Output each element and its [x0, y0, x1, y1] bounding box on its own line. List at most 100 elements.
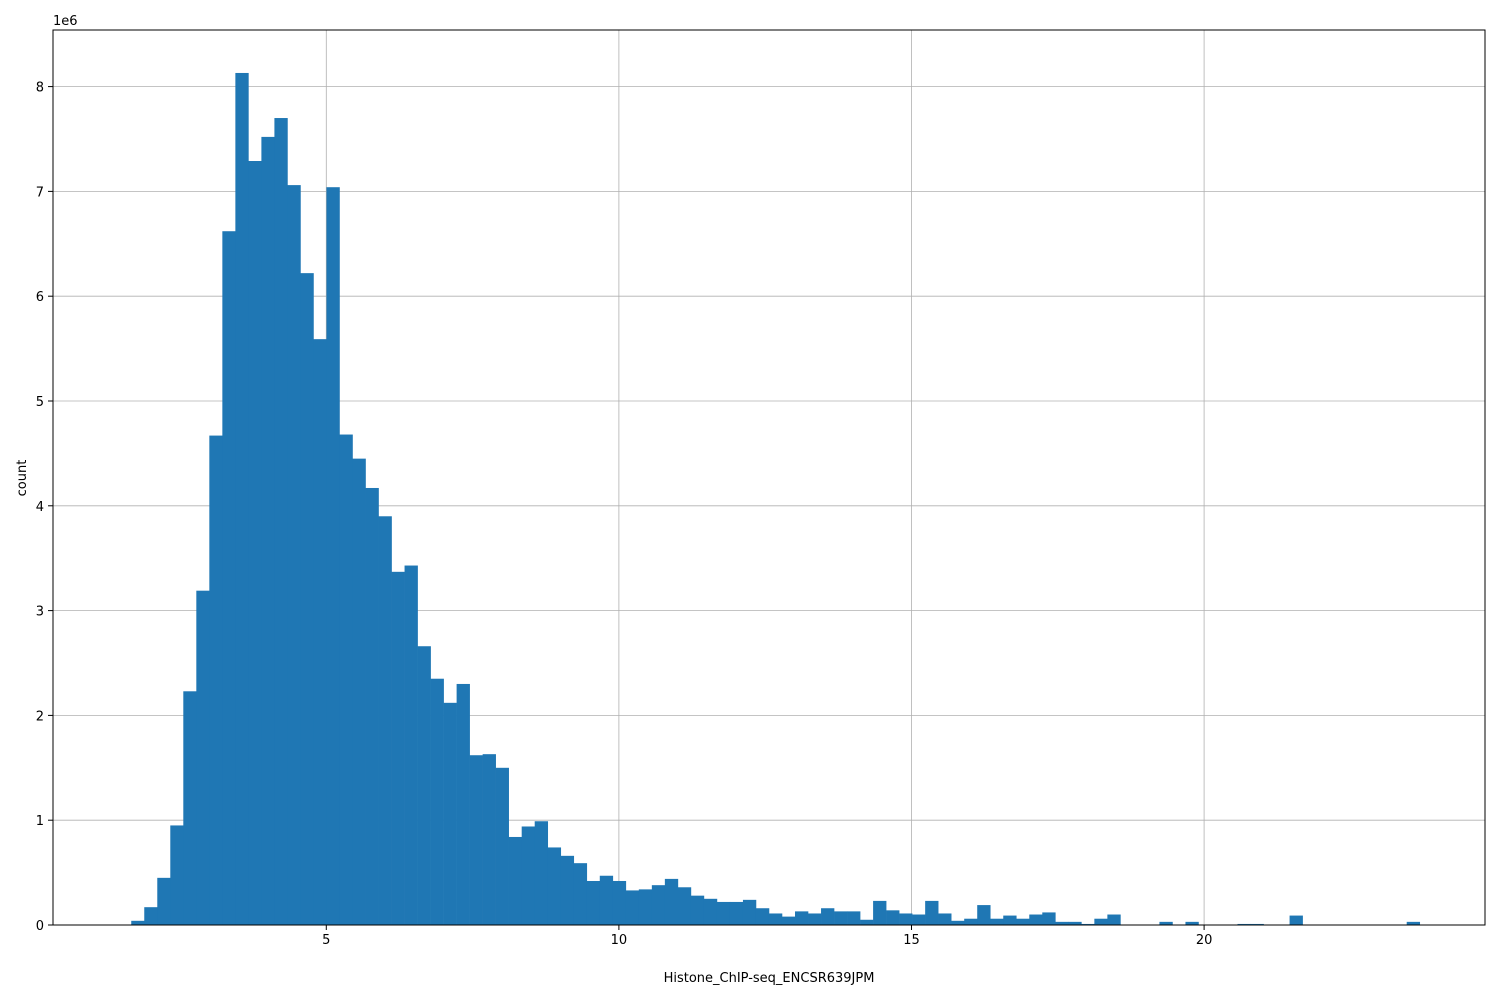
histogram-bar — [742, 899, 757, 925]
histogram-bar — [508, 836, 522, 925]
histogram-bar — [456, 683, 470, 925]
histogram-bars — [131, 72, 1421, 926]
histogram-bar — [560, 855, 575, 925]
x-axis-ticks: 5 10 15 20 — [322, 925, 1212, 948]
x-tick-label: 20 — [1196, 933, 1213, 948]
histogram-bar — [990, 918, 1004, 925]
histogram-bar — [808, 913, 822, 925]
histogram-bar — [131, 920, 145, 925]
histogram-bar — [599, 875, 614, 925]
histogram-bar — [768, 913, 783, 925]
histogram-bar — [651, 885, 666, 925]
histogram-bar — [925, 900, 939, 925]
y-tick-label: 1 — [36, 814, 44, 829]
y-tick-label: 7 — [36, 185, 44, 200]
histogram-bar — [391, 571, 405, 925]
histogram-bar — [886, 910, 900, 925]
y-tick-label: 8 — [36, 81, 44, 96]
histogram-bar — [821, 908, 835, 925]
histogram-bar — [964, 918, 978, 925]
x-tick-label: 10 — [611, 933, 628, 948]
histogram-bar — [313, 339, 327, 926]
histogram-bar — [951, 920, 965, 925]
histogram-bar — [977, 905, 991, 925]
histogram-bar — [547, 847, 562, 925]
histogram-bar — [1107, 914, 1121, 925]
histogram-bar — [729, 901, 744, 925]
y-tick-label: 4 — [36, 500, 44, 515]
histogram-bar — [170, 825, 184, 925]
histogram-bar — [938, 913, 952, 925]
y-tick-label: 5 — [36, 395, 44, 410]
histogram-bar — [469, 755, 483, 925]
histogram-bar — [834, 911, 848, 925]
histogram-bar — [261, 136, 275, 925]
x-axis-label: Histone_ChIP-seq_ENCSR639JPM — [664, 971, 875, 986]
histogram-bar — [1406, 921, 1421, 925]
histogram-bar — [1042, 912, 1056, 925]
y-tick-label: 0 — [36, 919, 44, 934]
x-tick-label: 15 — [903, 933, 920, 948]
histogram-bar — [443, 702, 457, 925]
histogram-bar — [1185, 921, 1199, 925]
histogram-bar — [404, 565, 418, 925]
y-axis-label: count — [15, 460, 30, 497]
histogram-bar — [521, 826, 536, 925]
histogram-bar — [378, 516, 392, 925]
histogram-bar — [365, 487, 379, 925]
histogram-bar — [690, 895, 705, 925]
histogram-bar — [1003, 915, 1017, 925]
histogram-bar — [417, 646, 431, 925]
histogram-bar — [703, 898, 718, 925]
histogram-bar — [430, 678, 444, 925]
histogram-bar — [235, 72, 249, 925]
histogram-bar — [1081, 923, 1095, 925]
histogram-bar — [677, 887, 692, 925]
histogram-bar — [326, 187, 340, 925]
histogram-bar — [482, 754, 496, 925]
histogram-bar — [1029, 914, 1043, 925]
histogram-bar — [209, 435, 223, 925]
histogram-bar — [300, 273, 314, 925]
histogram-bar — [1016, 918, 1030, 925]
histogram-bar — [1055, 921, 1069, 925]
histogram-bar — [1237, 923, 1251, 925]
histogram-bar — [716, 901, 731, 925]
histogram-bar — [625, 890, 640, 925]
histogram-bar — [664, 878, 679, 925]
histogram-bar — [1159, 921, 1173, 925]
histogram-bar — [222, 231, 236, 926]
histogram-bar — [196, 590, 210, 925]
histogram-bar — [860, 919, 874, 925]
y-tick-label: 2 — [36, 709, 44, 724]
histogram-bar — [495, 767, 509, 925]
histogram-bar — [287, 185, 301, 925]
histogram-bar — [755, 908, 770, 925]
histogram-bar — [1250, 923, 1264, 925]
histogram-bar — [795, 911, 809, 925]
histogram-bar — [612, 880, 627, 925]
y-offset-text: 1e6 — [53, 14, 78, 29]
histogram-bar — [157, 877, 171, 925]
histogram-bar — [183, 691, 197, 925]
histogram-bar — [781, 916, 796, 925]
histogram-bar — [144, 907, 158, 925]
histogram-bar — [912, 914, 926, 925]
histogram-bar — [573, 863, 588, 925]
histogram-bar — [274, 118, 288, 926]
histogram-bar — [1289, 915, 1303, 925]
histogram-bar — [638, 889, 653, 925]
y-tick-label: 6 — [36, 290, 44, 305]
x-tick-label: 5 — [322, 933, 330, 948]
histogram-bar — [873, 900, 887, 925]
histogram-bar — [534, 821, 549, 925]
histogram-bar — [339, 434, 353, 925]
histogram-bar — [352, 458, 366, 925]
histogram-bar — [899, 913, 913, 925]
histogram-bar — [1068, 921, 1082, 925]
histogram-bar — [847, 911, 861, 925]
y-axis-ticks: 0 1 2 3 4 5 6 7 8 — [36, 81, 53, 934]
y-tick-label: 3 — [36, 605, 44, 620]
histogram-bar — [586, 880, 601, 925]
plot-frame — [52, 29, 1486, 926]
